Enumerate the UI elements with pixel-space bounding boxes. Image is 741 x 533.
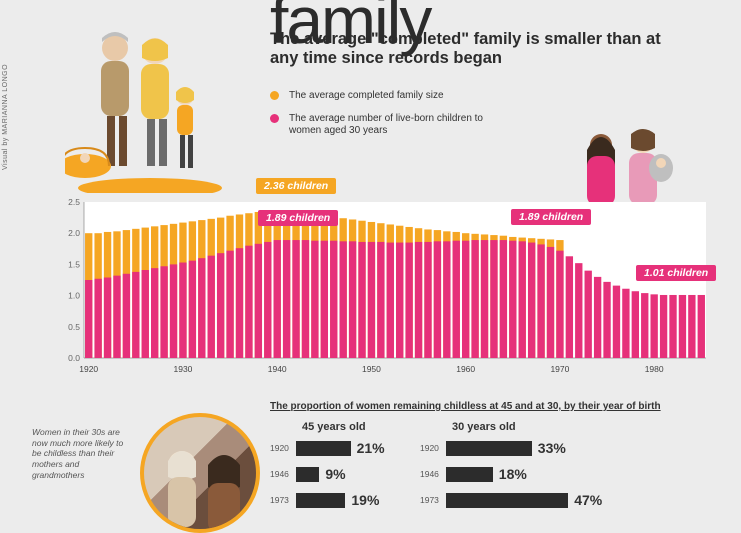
row-bar — [296, 467, 319, 482]
col-30: 30 years old 1920 33% 1946 18% 1973 47% — [420, 421, 620, 517]
proportion-row: 1973 19% — [270, 491, 410, 509]
svg-text:1940: 1940 — [268, 364, 287, 374]
col-45: 45 years old 1920 21% 1946 9% 1973 19% — [270, 421, 410, 517]
row-bar — [446, 493, 568, 508]
callout-label: 1.01 children — [636, 265, 716, 281]
row-value: 18% — [499, 466, 527, 482]
proportion-row: 1946 18% — [420, 465, 620, 483]
row-value: 9% — [325, 466, 345, 482]
svg-text:1980: 1980 — [645, 364, 664, 374]
side-note: Women in their 30s are now much more lik… — [32, 427, 132, 480]
callout-label: 1.89 children — [258, 210, 338, 226]
svg-text:1.5: 1.5 — [68, 259, 80, 269]
col-45-head: 45 years old — [270, 421, 410, 433]
proportion-row: 1946 9% — [270, 465, 410, 483]
family-illustration-large — [65, 18, 235, 193]
legend-row-2: The average number of live-born children… — [270, 113, 489, 138]
svg-text:1950: 1950 — [362, 364, 381, 374]
main-chart: 0.0 0.5 1.0 1.5 2.0 2.5 1920 1930 1940 1950 1960 19… — [60, 198, 710, 378]
row-year: 1946 — [270, 469, 296, 479]
bottom-section: Women in their 30s are now much more lik… — [0, 395, 741, 524]
legend-row-1: The average completed family size — [270, 90, 489, 103]
row-year: 1920 — [270, 443, 296, 453]
svg-text:0.5: 0.5 — [68, 322, 80, 332]
row-value: 19% — [351, 492, 379, 508]
legend-dot-pink — [270, 114, 279, 123]
row-bar — [446, 467, 493, 482]
row-year: 1973 — [420, 495, 446, 505]
row-bar — [296, 441, 351, 456]
svg-text:1.0: 1.0 — [68, 291, 80, 301]
proportion-row: 1973 47% — [420, 491, 620, 509]
row-value: 47% — [574, 492, 602, 508]
legend-label-2: The average number of live-born children… — [289, 113, 489, 138]
row-year: 1920 — [420, 443, 446, 453]
svg-text:0.0: 0.0 — [68, 353, 80, 363]
svg-text:1970: 1970 — [550, 364, 569, 374]
row-value: 33% — [538, 440, 566, 456]
proportion-title: The proportion of women remaining childl… — [270, 401, 661, 412]
row-bar — [296, 493, 345, 508]
svg-text:1960: 1960 — [456, 364, 475, 374]
svg-text:1930: 1930 — [173, 364, 192, 374]
credit-text: Visual by MARIANNA LONGO — [2, 64, 9, 170]
legend-dot-orange — [270, 91, 279, 100]
svg-text:1920: 1920 — [79, 364, 98, 374]
circle-photo — [140, 413, 260, 533]
row-year: 1946 — [420, 469, 446, 479]
subtitle: The average "completed" family is smalle… — [270, 30, 670, 68]
svg-text:2.0: 2.0 — [68, 228, 80, 238]
row-value: 21% — [357, 440, 385, 456]
callout-label: 2.36 children — [256, 178, 336, 194]
col-30-head: 30 years old — [420, 421, 620, 433]
row-year: 1973 — [270, 495, 296, 505]
svg-text:2.5: 2.5 — [68, 198, 80, 207]
row-bar — [446, 441, 532, 456]
proportion-row: 1920 21% — [270, 439, 410, 457]
callout-label: 1.89 children — [511, 209, 591, 225]
legend: The average completed family size The av… — [270, 90, 489, 148]
proportion-row: 1920 33% — [420, 439, 620, 457]
legend-label-1: The average completed family size — [289, 90, 444, 103]
